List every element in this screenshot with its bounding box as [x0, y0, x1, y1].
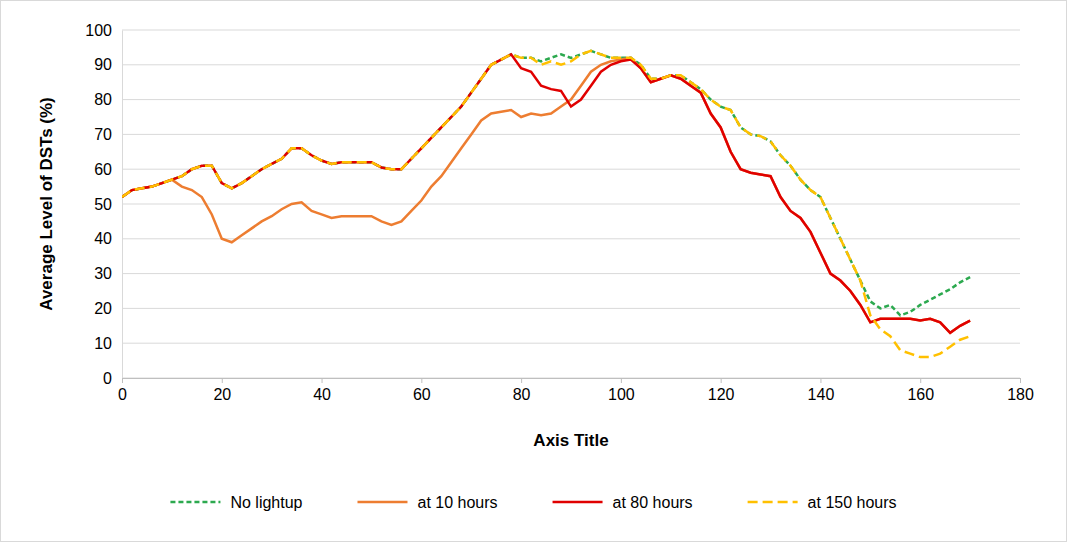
x-tick-label: 140	[808, 386, 835, 403]
grid-line	[122, 64, 1020, 65]
y-tick-label: 0	[103, 370, 112, 387]
lines	[122, 51, 970, 357]
grid-line	[122, 273, 1020, 274]
x-tick-label: 0	[118, 386, 127, 403]
y-axis-title: Average Level of DSTs (%)	[37, 97, 56, 311]
legend-swatch	[553, 501, 603, 504]
x-tick-label: 80	[513, 386, 531, 403]
x-tick: 20	[213, 378, 231, 403]
grid	[122, 30, 1020, 378]
legend-label: at 10 hours	[417, 494, 497, 511]
y-tick-label: 10	[94, 335, 112, 352]
y-tick-label: 100	[85, 22, 112, 39]
legend-label: at 80 hours	[613, 494, 693, 511]
x-tick: 140	[808, 378, 835, 403]
grid-line	[122, 343, 1020, 344]
series-line	[122, 51, 970, 357]
x-tick-label: 40	[313, 386, 331, 403]
grid-line	[122, 169, 1020, 170]
y-tick-label: 20	[94, 300, 112, 317]
x-tick-mark	[920, 378, 921, 383]
x-tick-mark	[222, 378, 223, 383]
chart-border	[1, 1, 1067, 542]
x-tick-label: 120	[708, 386, 735, 403]
y-tick-label: 90	[94, 56, 112, 73]
x-tick: 160	[907, 378, 934, 403]
y-tick: 90	[94, 56, 122, 73]
y-tick-label: 60	[94, 161, 112, 178]
plot: 0 10 20 30 40 50 60 70 80 90 100 0 20 40 60 80 100 120 140…	[85, 22, 1034, 404]
x-tick-label: 180	[1007, 386, 1034, 403]
y-tick: 70	[94, 126, 122, 143]
legend-item: at 80 hours	[553, 494, 693, 511]
legend-swatch	[357, 501, 407, 504]
x-tick-mark	[521, 378, 522, 383]
y-tick: 60	[94, 161, 122, 178]
y-tick: 80	[94, 91, 122, 108]
x-axis-line	[123, 378, 1021, 379]
y-tick: 100	[85, 22, 122, 39]
x-tick-mark	[721, 378, 722, 383]
grid-line	[122, 378, 1020, 379]
x-tick-mark	[122, 378, 123, 383]
legend-swatch	[170, 501, 220, 504]
grid-line	[122, 238, 1020, 239]
y-tick-label: 30	[94, 265, 112, 282]
grid-line	[122, 308, 1020, 309]
legend-item: at 150 hours	[748, 494, 897, 511]
x-axis: 0 20 40 60 80 100 120 140 160 180	[118, 378, 1034, 403]
y-tick: 30	[94, 265, 122, 282]
x-tick: 40	[313, 378, 331, 403]
x-tick-label: 100	[608, 386, 635, 403]
x-tick: 0	[118, 378, 127, 403]
x-tick-label: 60	[413, 386, 431, 403]
series-line	[122, 58, 970, 333]
y-tick: 50	[94, 196, 122, 213]
y-tick: 10	[94, 335, 122, 352]
x-tick-mark	[322, 378, 323, 383]
chart: 0 10 20 30 40 50 60 70 80 90 100 0 20 40 60 80 100 120 140…	[0, 0, 1067, 542]
y-axis: 0 10 20 30 40 50 60 70 80 90 100	[85, 22, 122, 387]
x-tick: 100	[608, 378, 635, 403]
y-tick: 20	[94, 300, 122, 317]
x-tick: 60	[413, 378, 431, 403]
x-axis-title: Axis Title	[533, 431, 608, 450]
grid-line	[122, 30, 1020, 31]
legend-label: at 150 hours	[808, 494, 897, 511]
x-tick-mark	[820, 378, 821, 383]
legend-item: at 10 hours	[357, 494, 497, 511]
y-tick: 40	[94, 230, 122, 247]
series-line	[122, 51, 970, 315]
y-tick-label: 80	[94, 91, 112, 108]
legend: No lightup at 10 hours at 80 hours at 150 h…	[170, 494, 896, 511]
x-tick-label: 20	[213, 386, 231, 403]
series-line	[122, 54, 970, 332]
x-tick: 180	[1007, 378, 1034, 403]
grid-line	[122, 134, 1020, 135]
y-tick-label: 50	[94, 196, 112, 213]
x-tick-label: 160	[907, 386, 934, 403]
y-tick-label: 40	[94, 230, 112, 247]
y-tick: 0	[103, 370, 122, 387]
x-tick: 80	[513, 378, 531, 403]
grid-line	[122, 204, 1020, 205]
x-tick: 120	[708, 378, 735, 403]
legend-swatch	[748, 501, 798, 504]
x-tick-mark	[621, 378, 622, 383]
legend-label: No lightup	[230, 494, 302, 511]
y-axis-line	[122, 31, 123, 379]
x-tick-mark	[1020, 378, 1021, 383]
y-tick-label: 70	[94, 126, 112, 143]
x-tick-mark	[421, 378, 422, 383]
legend-item: No lightup	[170, 494, 302, 511]
